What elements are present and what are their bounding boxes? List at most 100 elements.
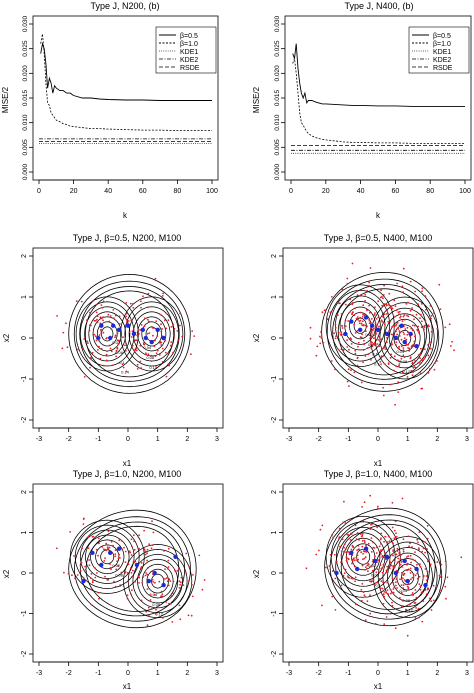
sample-point [340, 313, 343, 315]
sample-point [427, 588, 429, 591]
sample-point [88, 559, 90, 561]
sample-point [156, 335, 159, 337]
sample-point [320, 331, 322, 333]
sample-point [375, 332, 378, 334]
sample-point [364, 355, 367, 357]
sample-point [151, 570, 154, 573]
y-tick-label: 0.030 [22, 15, 29, 32]
sample-point [109, 566, 112, 569]
sample-point [179, 583, 182, 586]
sample-point [346, 277, 349, 280]
sample-point [409, 603, 411, 606]
sample-point [147, 306, 149, 309]
sample-point [438, 574, 441, 577]
sample-point [418, 583, 421, 585]
sample-point [321, 604, 323, 607]
sample-point [190, 353, 192, 356]
sample-point [347, 576, 350, 579]
sample-point [340, 348, 343, 351]
sample-point [133, 540, 136, 543]
sample-point [356, 316, 359, 318]
sample-point [96, 318, 98, 321]
sample-point [389, 592, 392, 595]
sample-point [396, 550, 399, 552]
sample-point [126, 322, 128, 324]
sample-point [146, 624, 149, 627]
sample-point [146, 588, 149, 590]
sample-point [412, 573, 415, 576]
sample-point [178, 604, 181, 607]
sample-point [83, 376, 86, 378]
y-tick-label: 0.020 [22, 65, 29, 82]
contour-line [339, 301, 381, 351]
contour-line [335, 295, 386, 356]
sample-point [395, 330, 397, 333]
sample-point [126, 594, 129, 596]
sample-point [331, 595, 334, 598]
sample-point [422, 600, 425, 602]
sample-point [354, 352, 357, 355]
sample-point [430, 347, 432, 350]
contour-label: 0.1 [119, 360, 125, 365]
sample-point [167, 319, 170, 322]
kernel-center [355, 566, 360, 572]
sample-point [389, 567, 391, 570]
sample-point [125, 350, 127, 352]
sample-point [126, 572, 129, 574]
sample-point [102, 316, 104, 319]
sample-point [106, 350, 108, 353]
sample-point [412, 366, 415, 369]
sample-point [328, 565, 331, 567]
sample-point [403, 356, 406, 359]
sample-point [436, 360, 438, 362]
sample-point [347, 551, 350, 553]
sample-point [139, 360, 142, 363]
sample-point [357, 345, 359, 348]
sample-point [88, 588, 91, 590]
sample-point [390, 342, 393, 344]
sample-point [384, 348, 387, 350]
sample-point [154, 277, 157, 280]
sample-point [165, 577, 168, 579]
sample-point [386, 589, 389, 591]
sample-point [409, 554, 412, 557]
sample-point [384, 552, 386, 554]
sample-point [105, 359, 108, 362]
sample-point [367, 570, 369, 573]
x-tick-label: 3 [215, 436, 219, 443]
sample-point [413, 602, 416, 604]
sample-point [145, 353, 148, 356]
sample-point [344, 319, 347, 322]
sample-point [173, 334, 176, 337]
sample-point [191, 330, 194, 332]
sample-point [389, 306, 392, 309]
y-tick-label: 2 [271, 254, 278, 258]
sample-point [117, 564, 120, 567]
sample-point [419, 372, 422, 375]
sample-point [401, 320, 404, 322]
sample-point [168, 602, 170, 605]
sample-point [448, 323, 451, 326]
sample-point [352, 302, 355, 304]
contour-line [74, 524, 140, 589]
sample-point [402, 354, 405, 357]
sample-point [389, 561, 392, 564]
sample-point [418, 353, 420, 356]
sample-point [430, 609, 433, 611]
x-tick-label: 3 [465, 670, 469, 677]
x-tick-label: 3 [215, 670, 219, 677]
sample-point [334, 337, 337, 340]
sample-point [426, 548, 428, 551]
sample-point [364, 556, 367, 559]
sample-point [319, 342, 322, 345]
sample-point [410, 561, 412, 564]
sample-point [319, 335, 321, 338]
contour-label: 0.1 [375, 582, 381, 587]
sample-point [361, 506, 363, 508]
sample-point [392, 582, 395, 584]
sample-point [132, 561, 135, 563]
sample-point [98, 340, 101, 343]
contour-label: 0.06 [368, 342, 377, 347]
sample-point [359, 336, 362, 339]
sample-point [171, 621, 174, 623]
